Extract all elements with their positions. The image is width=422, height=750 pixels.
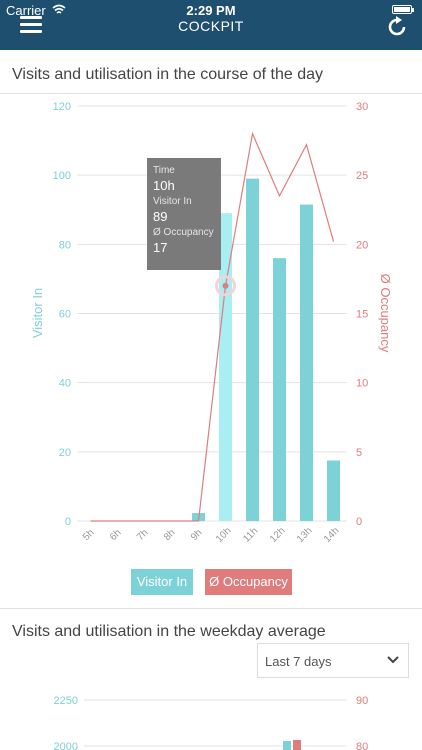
occupancy-line <box>90 131 335 522</box>
bar-visitor-in <box>283 741 291 750</box>
x-tick-label: 6h <box>108 527 124 543</box>
x-tick-label: 13h <box>295 525 315 545</box>
legend-occupancy-button[interactable]: Ø Occupancy <box>205 569 292 595</box>
tooltip-visitor-value: 89 <box>153 209 168 224</box>
tooltip-occupancy-label: Ø Occupancy <box>153 227 214 238</box>
highlight-point <box>222 282 229 289</box>
y-tick-label: 20 <box>59 447 71 459</box>
legend-occupancy-label: Ø Occupancy <box>209 574 288 589</box>
chart-tooltip: Time 10h Visitor In 89 Ø Occupancy 17 <box>147 158 221 270</box>
y-tick-label: 2250 <box>54 695 78 707</box>
legend-visitor-in-button[interactable]: Visitor In <box>131 569 193 595</box>
y-tick-label: 60 <box>59 309 71 321</box>
y-tick-label: 40 <box>59 378 71 390</box>
legend-visitor-in-label: Visitor In <box>136 574 188 589</box>
x-tick-label: 11h <box>241 526 260 545</box>
weekday-chart-title: Visits and utilisation in the weekday av… <box>12 623 326 640</box>
y2-tick-label: 5 <box>356 447 362 459</box>
status-time: 2:29 PM <box>186 3 236 18</box>
x-tick-label: 10h <box>214 525 234 545</box>
tooltip-visitor-label: Visitor In <box>153 196 192 207</box>
y-tick-label: 120 <box>53 101 71 113</box>
tooltip-time-value: 10h <box>153 178 175 193</box>
highlight-marker-halo <box>215 275 236 297</box>
x-tick-label: 8h <box>162 527 178 543</box>
tooltip-occupancy-value: 17 <box>153 240 168 255</box>
wifi-icon <box>52 4 66 14</box>
y2-tick-label: 0 <box>356 516 362 528</box>
y-axis-label: Visitor In <box>30 288 45 338</box>
y2-tick-label: 30 <box>356 101 368 113</box>
y2-tick-label: 25 <box>356 170 368 182</box>
y-tick-label: 80 <box>59 239 71 251</box>
bar-visitor-in <box>219 213 232 522</box>
y-tick-label: 100 <box>53 170 71 182</box>
hamburger-menu-icon[interactable] <box>20 16 42 34</box>
y2-tick-label: 80 <box>356 741 368 750</box>
page-title: COCKPIT <box>178 18 244 34</box>
y-tick-label: 0 <box>65 516 71 528</box>
bar-visitor-in <box>327 460 340 521</box>
carrier-label: Carrier <box>6 3 46 18</box>
battery-tip <box>412 8 414 12</box>
x-tick-label: 9h <box>189 527 205 543</box>
y2-tick-label: 10 <box>356 378 368 390</box>
x-tick-label: 14h <box>322 525 342 545</box>
battery-icon <box>392 5 412 14</box>
y2-tick-label: 20 <box>356 239 368 251</box>
app-header: Carrier 2:29 PM COCKPIT <box>0 0 422 50</box>
y2-tick-label: 15 <box>356 309 368 321</box>
bar-visitor-in <box>246 178 259 521</box>
bar-visitor-in <box>300 204 313 521</box>
section-divider <box>0 608 422 609</box>
bar-occupancy <box>293 740 301 750</box>
bar-visitor-in <box>273 258 286 521</box>
y2-tick-label: 90 <box>356 695 368 707</box>
y2-axis-label: Ø Occupancy <box>378 274 393 353</box>
y-tick-label: 2000 <box>54 741 78 750</box>
chevron-down-icon <box>387 656 399 664</box>
title-divider <box>0 93 422 94</box>
daily-visits-chart: 0 20 40 60 80 100 120 0 5 10 15 20 25 30 Visitor In Ø O… <box>30 101 393 545</box>
tooltip-time-label: Time <box>153 165 175 176</box>
daily-chart-title: Visits and utilisation in the course of … <box>12 66 323 83</box>
refresh-icon[interactable] <box>386 16 408 38</box>
range-select-value: Last 7 days <box>265 654 332 669</box>
x-tick-label: 5h <box>81 527 97 543</box>
x-tick-label: 7h <box>135 527 151 543</box>
range-select[interactable]: Last 7 days <box>257 643 409 678</box>
weekday-average-chart: 2250 90 2000 80 <box>54 695 368 750</box>
x-tick-label: 12h <box>268 525 288 545</box>
